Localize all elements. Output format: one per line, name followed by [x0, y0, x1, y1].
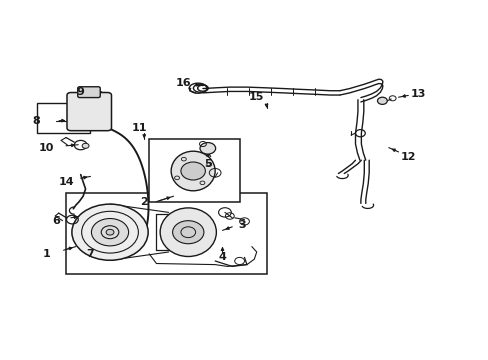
Circle shape: [377, 97, 386, 104]
Text: 6: 6: [52, 216, 60, 226]
Circle shape: [82, 143, 89, 148]
Circle shape: [181, 162, 205, 180]
Circle shape: [72, 204, 148, 260]
Text: 4: 4: [218, 252, 226, 262]
Text: 10: 10: [39, 143, 54, 153]
Ellipse shape: [160, 208, 216, 256]
Circle shape: [91, 219, 128, 246]
Text: 7: 7: [86, 249, 94, 259]
Text: 15: 15: [248, 92, 264, 102]
Text: 1: 1: [42, 249, 50, 259]
Text: 9: 9: [77, 87, 84, 97]
Text: 16: 16: [175, 78, 191, 88]
Text: 11: 11: [131, 123, 147, 133]
Text: 3: 3: [238, 220, 245, 230]
Text: 5: 5: [203, 159, 211, 169]
Ellipse shape: [171, 151, 215, 191]
FancyBboxPatch shape: [67, 93, 111, 131]
Bar: [37, 103, 90, 133]
Text: 13: 13: [409, 89, 425, 99]
Text: 12: 12: [400, 152, 415, 162]
Circle shape: [172, 221, 203, 244]
Text: 2: 2: [140, 197, 148, 207]
Bar: [66, 193, 266, 274]
FancyBboxPatch shape: [78, 87, 100, 98]
Circle shape: [200, 143, 215, 154]
Circle shape: [106, 229, 114, 235]
Text: 8: 8: [33, 116, 41, 126]
Bar: [149, 139, 239, 202]
Text: 14: 14: [58, 177, 74, 187]
